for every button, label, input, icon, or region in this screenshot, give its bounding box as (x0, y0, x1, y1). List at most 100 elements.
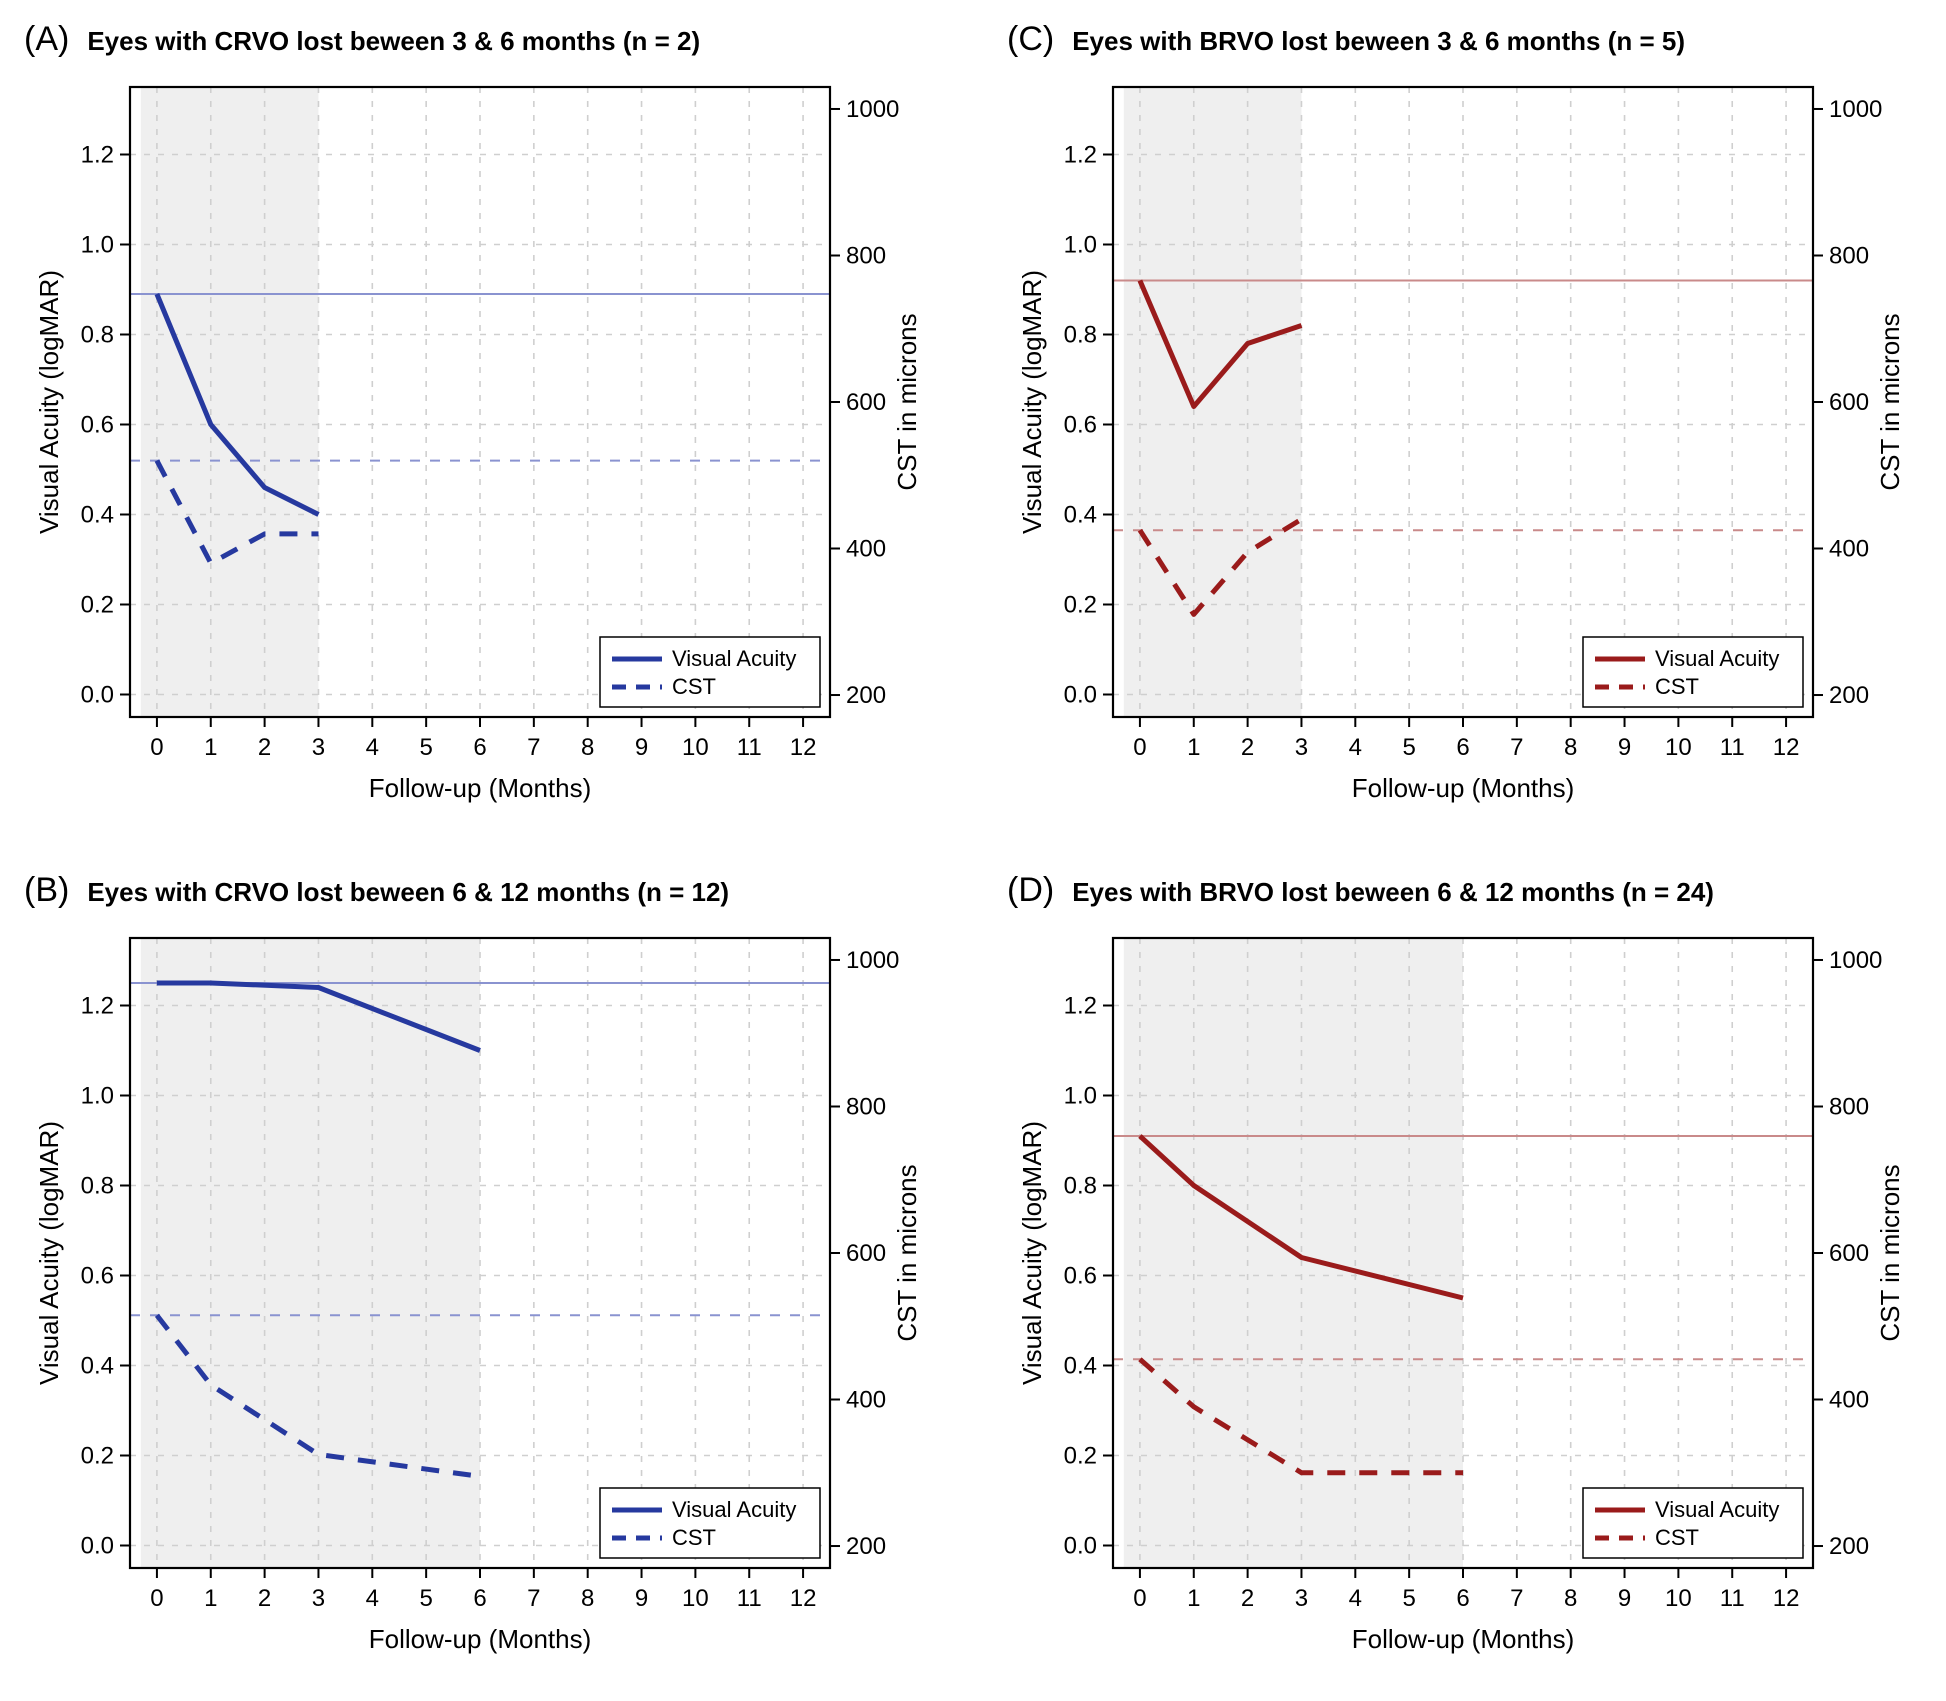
y-left-axis-label: Visual Acuity (logMAR) (34, 270, 64, 534)
x-tick-label: 7 (527, 734, 540, 761)
title-row: (A)Eyes with CRVO lost beween 3 & 6 mont… (20, 20, 943, 59)
x-tick-label: 8 (1564, 734, 1577, 761)
chart-container: 01234567891011120.00.20.40.60.81.01.2200… (1003, 918, 1926, 1682)
title-row: (B)Eyes with CRVO lost beween 6 & 12 mon… (20, 871, 943, 910)
y-left-tick-label: 0.0 (81, 682, 114, 709)
y-right-tick-label: 800 (1829, 242, 1869, 269)
x-axis-label: Follow-up (Months) (1352, 773, 1575, 803)
x-tick-label: 1 (1187, 1585, 1200, 1612)
y-left-axis-label: Visual Acuity (logMAR) (34, 1121, 64, 1385)
x-tick-label: 12 (790, 734, 817, 761)
y-left-tick-label: 1.0 (1064, 232, 1097, 259)
x-tick-label: 12 (1773, 734, 1800, 761)
x-tick-label: 3 (1295, 734, 1308, 761)
y-right-tick-label: 1000 (1829, 96, 1882, 123)
panel-letter: (C) (1007, 20, 1054, 59)
y-right-tick-label: 600 (1829, 389, 1869, 416)
x-axis-label: Follow-up (Months) (369, 773, 592, 803)
y-right-axis-label: CST in microns (1875, 313, 1905, 490)
chart-container: 01234567891011120.00.20.40.60.81.01.2200… (20, 918, 943, 1682)
x-tick-label: 3 (1295, 1585, 1308, 1612)
y-left-tick-label: 1.0 (81, 232, 114, 259)
x-tick-label: 6 (1456, 734, 1469, 761)
x-tick-label: 2 (258, 734, 271, 761)
x-tick-label: 4 (366, 734, 379, 761)
y-left-tick-label: 0.4 (1064, 1352, 1097, 1379)
panel-a: (A)Eyes with CRVO lost beween 3 & 6 mont… (20, 20, 943, 831)
y-right-tick-label: 1000 (1829, 946, 1882, 973)
title-row: (C) Eyes with BRVO lost beween 3 & 6 mont… (1003, 20, 1926, 59)
y-left-tick-label: 0.2 (1064, 592, 1097, 619)
y-right-tick-label: 600 (846, 389, 886, 416)
x-tick-label: 3 (312, 734, 325, 761)
x-tick-label: 2 (258, 1585, 271, 1612)
y-right-tick-label: 1000 (846, 946, 899, 973)
legend-label-cst: CST (672, 1525, 716, 1550)
legend-label-cst: CST (1655, 1525, 1699, 1550)
x-tick-label: 5 (419, 1585, 432, 1612)
x-tick-label: 7 (1510, 734, 1523, 761)
y-left-tick-label: 0.8 (81, 1172, 114, 1199)
legend-label-va: Visual Acuity (672, 646, 796, 671)
x-tick-label: 10 (682, 1585, 709, 1612)
legend: Visual AcuityCST (1583, 1488, 1803, 1558)
x-tick-label: 9 (1618, 1585, 1631, 1612)
x-tick-label: 1 (1187, 734, 1200, 761)
y-left-tick-label: 0.4 (81, 1352, 114, 1379)
panel-title: Eyes with CRVO lost beween 6 & 12 months… (87, 877, 729, 908)
y-left-tick-label: 0.6 (81, 412, 114, 439)
y-left-axis-label: Visual Acuity (logMAR) (1017, 1121, 1047, 1385)
y-left-tick-label: 0.6 (81, 1262, 114, 1289)
y-left-tick-label: 1.2 (1064, 142, 1097, 169)
x-tick-label: 7 (1510, 1585, 1523, 1612)
y-right-tick-label: 800 (846, 242, 886, 269)
x-tick-label: 6 (1456, 1585, 1469, 1612)
legend-label-va: Visual Acuity (672, 1497, 796, 1522)
y-left-tick-label: 1.2 (81, 142, 114, 169)
x-tick-label: 11 (737, 1585, 762, 1612)
x-tick-label: 11 (1720, 734, 1745, 761)
x-tick-label: 7 (527, 1585, 540, 1612)
x-tick-label: 1 (204, 734, 217, 761)
y-left-tick-label: 1.2 (81, 992, 114, 1019)
y-right-tick-label: 600 (846, 1240, 886, 1267)
x-tick-label: 10 (1665, 734, 1692, 761)
y-right-tick-label: 800 (1829, 1093, 1869, 1120)
panel-b: (B)Eyes with CRVO lost beween 6 & 12 mon… (20, 871, 943, 1682)
y-left-tick-label: 1.0 (81, 1082, 114, 1109)
panel-title: Eyes with BRVO lost beween 6 & 12 months… (1072, 877, 1714, 908)
y-right-tick-label: 400 (1829, 536, 1869, 563)
x-tick-label: 1 (204, 1585, 217, 1612)
y-left-tick-label: 1.2 (1064, 992, 1097, 1019)
panel-c: (C) Eyes with BRVO lost beween 3 & 6 mont… (1003, 20, 1926, 831)
y-right-tick-label: 1000 (846, 96, 899, 123)
y-left-tick-label: 0.4 (1064, 502, 1097, 529)
x-tick-label: 10 (682, 734, 709, 761)
legend-label-cst: CST (672, 674, 716, 699)
panel-letter: (D) (1007, 871, 1054, 910)
y-right-tick-label: 800 (846, 1093, 886, 1120)
chart-svg: 01234567891011120.00.20.40.60.81.01.2200… (1003, 67, 1923, 827)
x-axis-label: Follow-up (Months) (369, 1624, 592, 1654)
panel-title: Eyes with BRVO lost beween 3 & 6 months … (1072, 26, 1685, 57)
x-tick-label: 12 (1773, 1585, 1800, 1612)
x-tick-label: 5 (1402, 1585, 1415, 1612)
y-right-axis-label: CST in microns (892, 313, 922, 490)
x-tick-label: 3 (312, 1585, 325, 1612)
legend: Visual Acuity CST (600, 637, 820, 707)
x-tick-label: 12 (790, 1585, 817, 1612)
shaded-followup-region (1124, 87, 1302, 717)
x-tick-label: 0 (150, 734, 163, 761)
panel-title: Eyes with CRVO lost beween 3 & 6 months … (87, 26, 700, 57)
chart-svg: 01234567891011120.00.20.40.60.81.01.2200… (20, 67, 940, 827)
x-tick-label: 8 (581, 1585, 594, 1612)
x-tick-label: 9 (635, 734, 648, 761)
y-left-tick-label: 0.0 (81, 1532, 114, 1559)
y-right-tick-label: 600 (1829, 1240, 1869, 1267)
y-left-tick-label: 0.2 (1064, 1442, 1097, 1469)
legend: Visual AcuityCST (1583, 637, 1803, 707)
y-right-tick-label: 400 (846, 1386, 886, 1413)
x-tick-label: 11 (737, 734, 762, 761)
y-left-tick-label: 0.8 (81, 322, 114, 349)
y-left-tick-label: 0.6 (1064, 1262, 1097, 1289)
